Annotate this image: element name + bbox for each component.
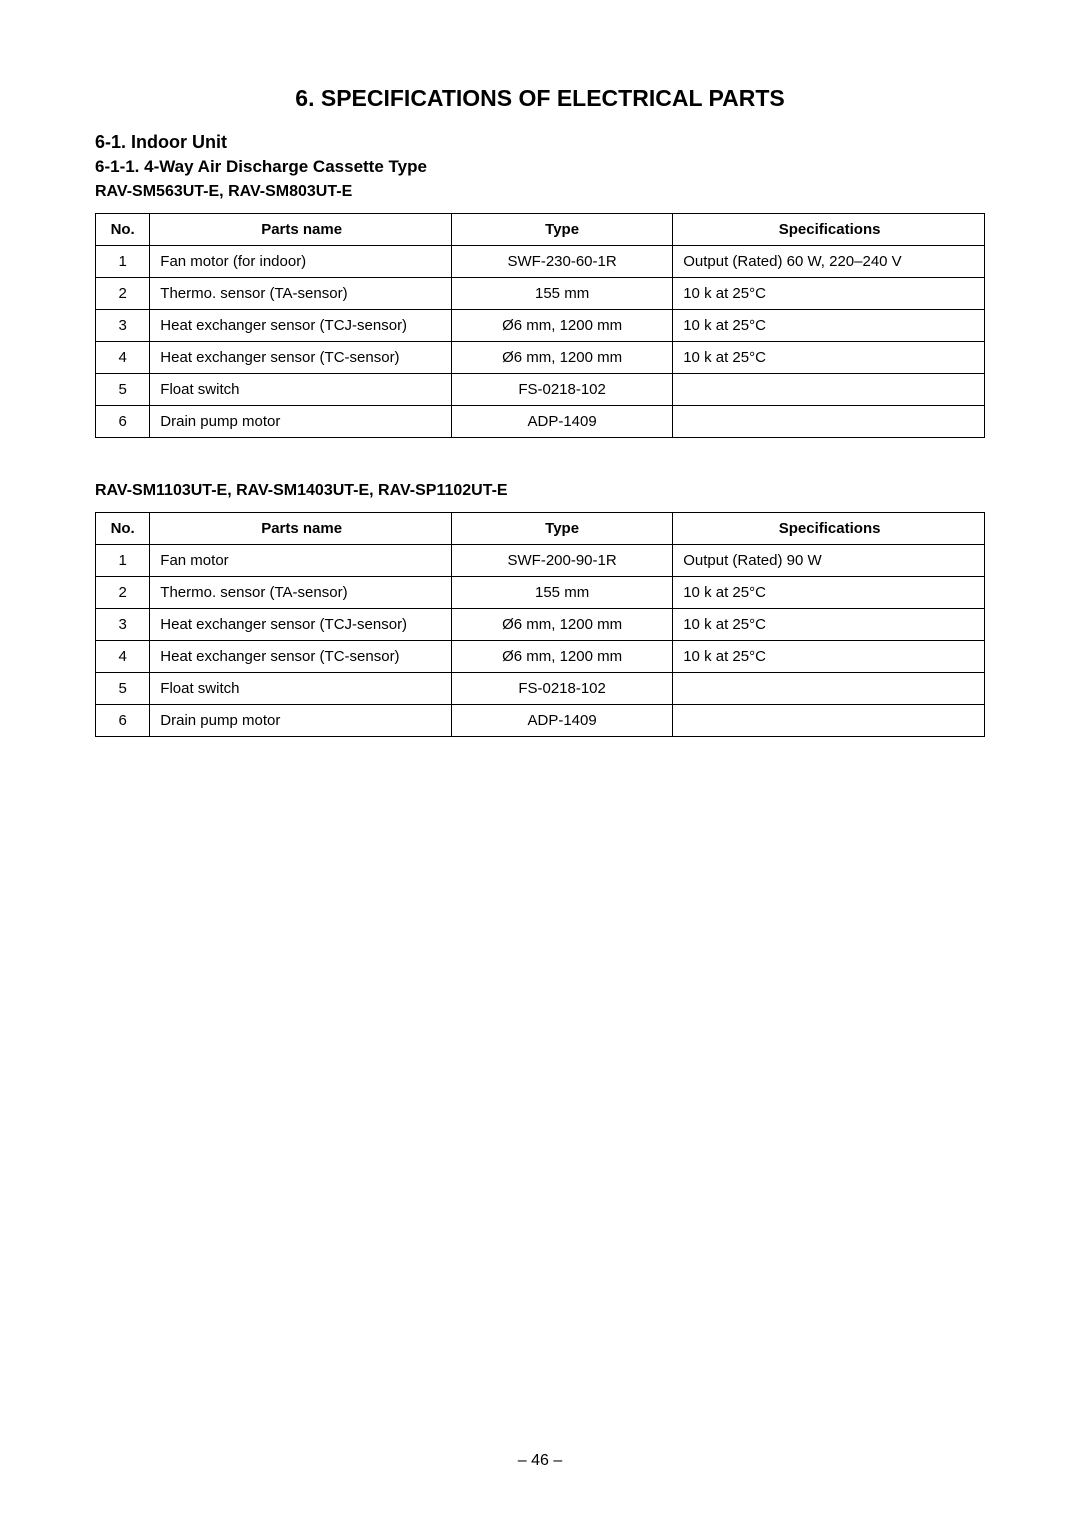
- table-header-row: No. Parts name Type Specifications: [96, 214, 985, 246]
- table-header-row: No. Parts name Type Specifications: [96, 513, 985, 545]
- table-row: 6 Drain pump motor ADP-1409: [96, 705, 985, 737]
- cell-no: 6: [96, 705, 150, 737]
- cell-no: 1: [96, 545, 150, 577]
- cell-spec: 10 k at 25°C: [673, 278, 985, 310]
- table-row: 5 Float switch FS-0218-102: [96, 374, 985, 406]
- cell-parts: Float switch: [150, 374, 452, 406]
- cell-parts: Thermo. sensor (TA-sensor): [150, 278, 452, 310]
- cell-type: SWF-230-60-1R: [451, 246, 672, 278]
- header-type: Type: [451, 214, 672, 246]
- table-row: 3 Heat exchanger sensor (TCJ-sensor) Ø6 …: [96, 310, 985, 342]
- cell-type: 155 mm: [451, 577, 672, 609]
- page-number: – 46 –: [0, 1452, 1080, 1470]
- cell-no: 3: [96, 310, 150, 342]
- cell-parts: Heat exchanger sensor (TC-sensor): [150, 641, 452, 673]
- header-no: No.: [96, 513, 150, 545]
- table-row: 2 Thermo. sensor (TA-sensor) 155 mm 10 k…: [96, 577, 985, 609]
- cell-spec: 10 k at 25°C: [673, 342, 985, 374]
- cell-spec: [673, 705, 985, 737]
- cell-spec: 10 k at 25°C: [673, 609, 985, 641]
- cell-type: SWF-200-90-1R: [451, 545, 672, 577]
- cell-type: Ø6 mm, 1200 mm: [451, 310, 672, 342]
- subsection-heading: 6-1-1. 4-Way Air Discharge Cassette Type: [95, 157, 985, 177]
- cell-type: Ø6 mm, 1200 mm: [451, 342, 672, 374]
- cell-parts: Thermo. sensor (TA-sensor): [150, 577, 452, 609]
- cell-spec: Output (Rated) 60 W, 220–240 V: [673, 246, 985, 278]
- cell-spec: 10 k at 25°C: [673, 310, 985, 342]
- table-row: 3 Heat exchanger sensor (TCJ-sensor) Ø6 …: [96, 609, 985, 641]
- cell-no: 3: [96, 609, 150, 641]
- table-row: 1 Fan motor SWF-200-90-1R Output (Rated)…: [96, 545, 985, 577]
- table-row: 1 Fan motor (for indoor) SWF-230-60-1R O…: [96, 246, 985, 278]
- table-row: 4 Heat exchanger sensor (TC-sensor) Ø6 m…: [96, 342, 985, 374]
- cell-no: 4: [96, 641, 150, 673]
- header-spec: Specifications: [673, 214, 985, 246]
- cell-no: 6: [96, 406, 150, 438]
- cell-spec: 10 k at 25°C: [673, 641, 985, 673]
- cell-no: 1: [96, 246, 150, 278]
- cell-parts: Float switch: [150, 673, 452, 705]
- cell-no: 4: [96, 342, 150, 374]
- cell-no: 2: [96, 278, 150, 310]
- cell-no: 5: [96, 374, 150, 406]
- cell-parts: Heat exchanger sensor (TCJ-sensor): [150, 310, 452, 342]
- cell-parts: Drain pump motor: [150, 406, 452, 438]
- cell-type: Ø6 mm, 1200 mm: [451, 641, 672, 673]
- specifications-table-2: No. Parts name Type Specifications 1 Fan…: [95, 512, 985, 737]
- table1-model-heading: RAV-SM563UT-E, RAV-SM803UT-E: [95, 183, 985, 201]
- table-row: 4 Heat exchanger sensor (TC-sensor) Ø6 m…: [96, 641, 985, 673]
- cell-type: FS-0218-102: [451, 374, 672, 406]
- header-no: No.: [96, 214, 150, 246]
- header-type: Type: [451, 513, 672, 545]
- cell-parts: Fan motor: [150, 545, 452, 577]
- cell-type: 155 mm: [451, 278, 672, 310]
- header-parts: Parts name: [150, 513, 452, 545]
- cell-parts: Heat exchanger sensor (TC-sensor): [150, 342, 452, 374]
- section-heading: 6-1. Indoor Unit: [95, 132, 985, 153]
- cell-spec: [673, 374, 985, 406]
- cell-spec: Output (Rated) 90 W: [673, 545, 985, 577]
- cell-no: 2: [96, 577, 150, 609]
- specifications-table-1: No. Parts name Type Specifications 1 Fan…: [95, 213, 985, 438]
- table-row: 6 Drain pump motor ADP-1409: [96, 406, 985, 438]
- cell-parts: Heat exchanger sensor (TCJ-sensor): [150, 609, 452, 641]
- table-row: 2 Thermo. sensor (TA-sensor) 155 mm 10 k…: [96, 278, 985, 310]
- header-spec: Specifications: [673, 513, 985, 545]
- table2-model-heading: RAV-SM1103UT-E, RAV-SM1403UT-E, RAV-SP11…: [95, 482, 985, 500]
- cell-spec: [673, 406, 985, 438]
- header-parts: Parts name: [150, 214, 452, 246]
- main-title: 6. SPECIFICATIONS OF ELECTRICAL PARTS: [95, 85, 985, 112]
- cell-type: ADP-1409: [451, 406, 672, 438]
- cell-parts: Drain pump motor: [150, 705, 452, 737]
- cell-type: FS-0218-102: [451, 673, 672, 705]
- cell-parts: Fan motor (for indoor): [150, 246, 452, 278]
- cell-type: ADP-1409: [451, 705, 672, 737]
- cell-no: 5: [96, 673, 150, 705]
- cell-spec: 10 k at 25°C: [673, 577, 985, 609]
- cell-spec: [673, 673, 985, 705]
- table-row: 5 Float switch FS-0218-102: [96, 673, 985, 705]
- cell-type: Ø6 mm, 1200 mm: [451, 609, 672, 641]
